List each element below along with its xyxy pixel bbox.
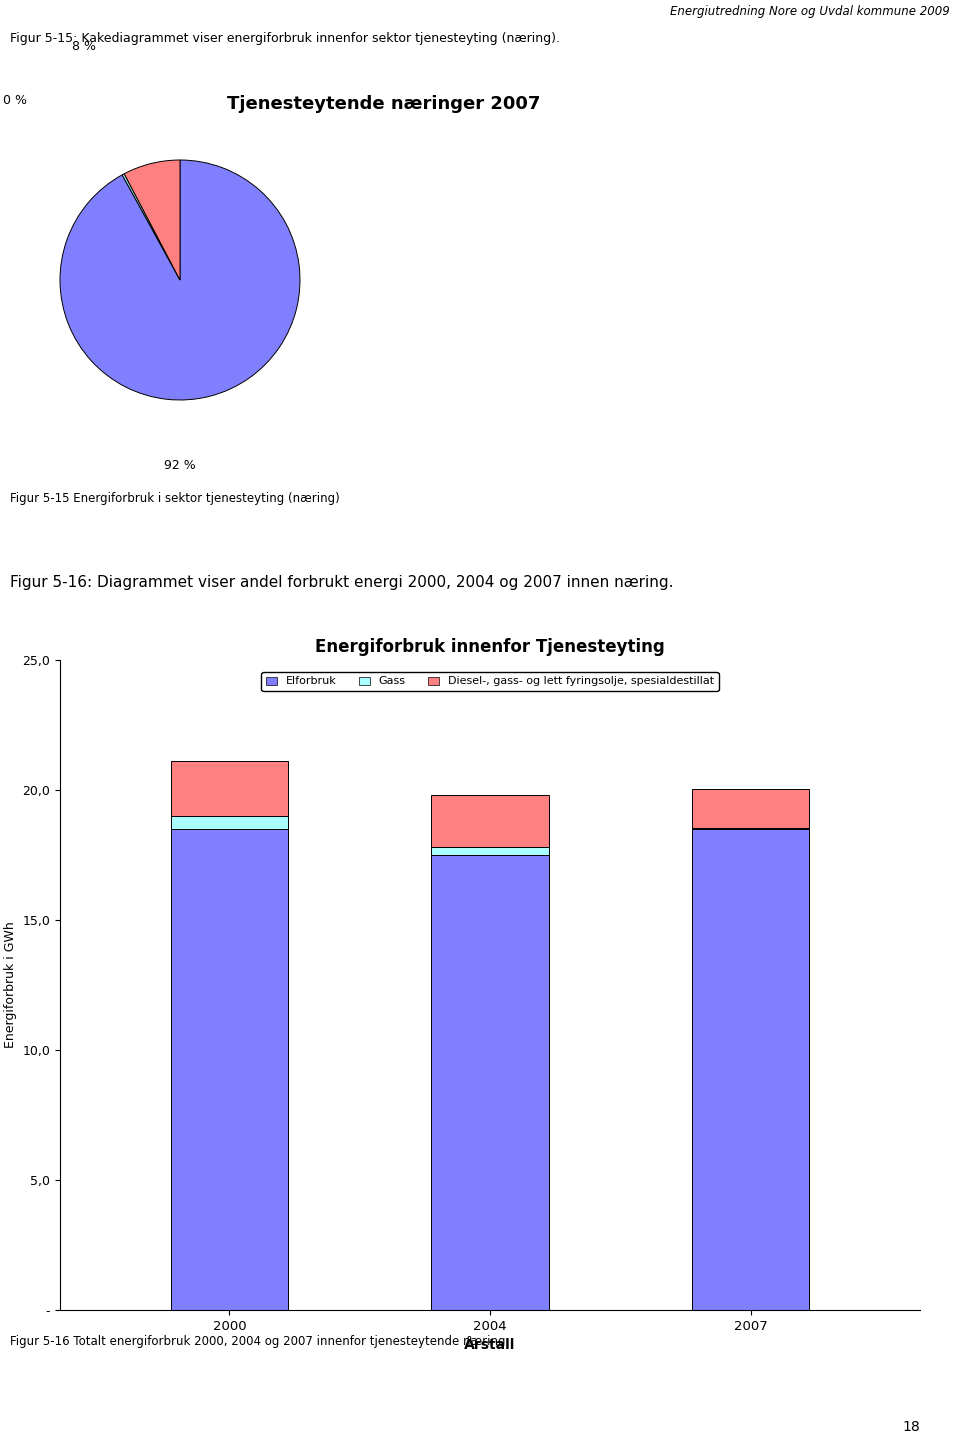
Bar bbox=[692, 789, 809, 828]
Legend: Elforbruk, Gass, Diesel-, gass- og lett fyringsolje, spesialdestillat: Elforbruk, Gass, Diesel-, gass- og lett … bbox=[261, 671, 719, 692]
Bar bbox=[431, 795, 548, 847]
Bar bbox=[431, 847, 548, 856]
Text: Figur 5-15: Kakediagrammet viser energiforbruk innenfor sektor tjenesteyting (næ: Figur 5-15: Kakediagrammet viser energif… bbox=[10, 32, 560, 45]
Text: Figur 5-16 Totalt energiforbruk 2000, 2004 og 2007 innenfor tjenesteytende nærin: Figur 5-16 Totalt energiforbruk 2000, 20… bbox=[10, 1335, 506, 1348]
Y-axis label: Energiforbruk i GWh: Energiforbruk i GWh bbox=[4, 922, 17, 1048]
Text: 8 %: 8 % bbox=[72, 39, 96, 52]
X-axis label: Årstall: Årstall bbox=[465, 1338, 516, 1353]
Text: 0 %: 0 % bbox=[3, 93, 27, 106]
Text: 18: 18 bbox=[902, 1420, 920, 1434]
Text: Figur 5-15 Energiforbruk i sektor tjenesteyting (næring): Figur 5-15 Energiforbruk i sektor tjenes… bbox=[10, 492, 340, 505]
Wedge shape bbox=[122, 174, 180, 280]
Bar bbox=[431, 856, 548, 1309]
Wedge shape bbox=[60, 160, 300, 400]
Bar bbox=[171, 816, 288, 829]
Text: Tjenesteytende næringer 2007: Tjenesteytende næringer 2007 bbox=[228, 96, 540, 113]
Title: Energiforbruk innenfor Tjenesteyting: Energiforbruk innenfor Tjenesteyting bbox=[315, 638, 665, 655]
Text: Figur 5-16: Diagrammet viser andel forbrukt energi 2000, 2004 og 2007 innen næri: Figur 5-16: Diagrammet viser andel forbr… bbox=[10, 576, 674, 590]
Text: 92 %: 92 % bbox=[164, 460, 196, 473]
Wedge shape bbox=[124, 160, 180, 280]
Text: Energiutredning Nore og Uvdal kommune 2009: Energiutredning Nore og Uvdal kommune 20… bbox=[670, 4, 950, 17]
Bar bbox=[171, 761, 288, 816]
Bar bbox=[692, 829, 809, 1309]
Bar bbox=[171, 829, 288, 1309]
